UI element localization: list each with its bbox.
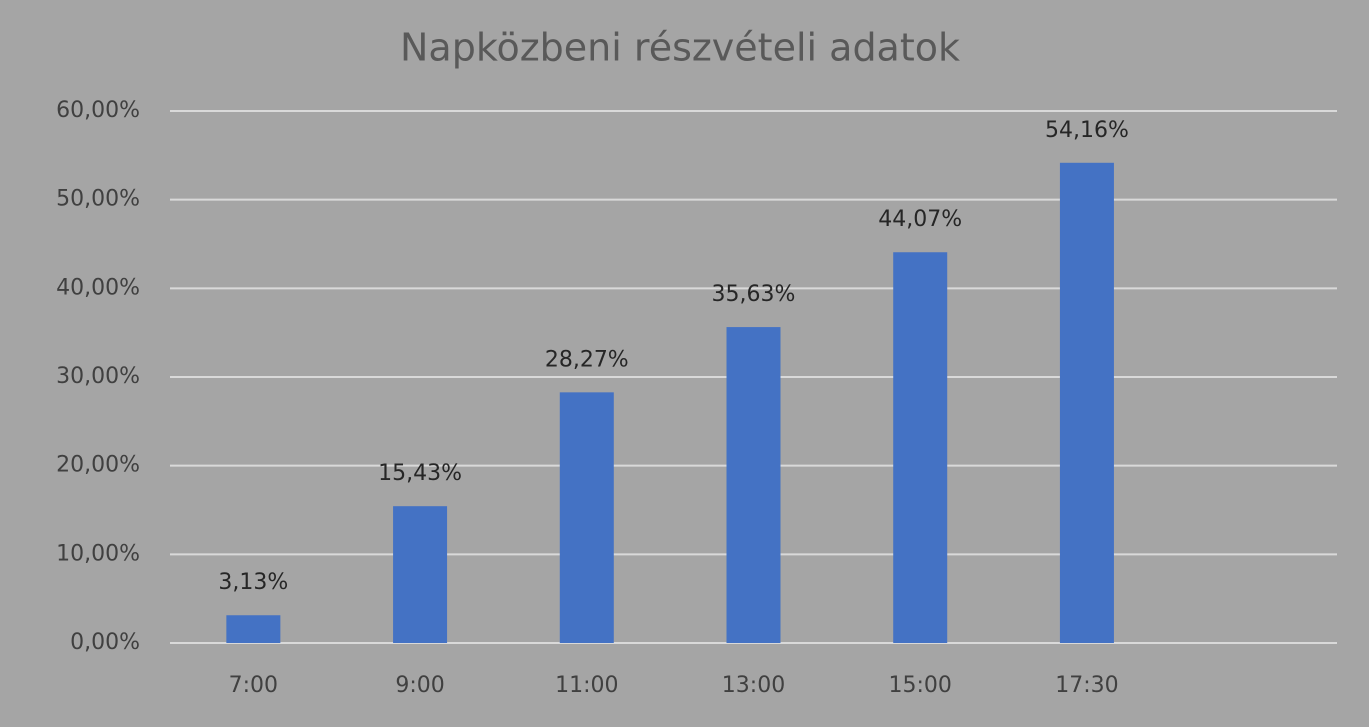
y-tick-label: 10,00% [56,541,140,566]
y-tick-label: 50,00% [56,187,140,212]
x-tick-label: 17:30 [1055,673,1118,698]
x-tick-label: 11:00 [555,673,618,698]
bar [559,392,614,643]
y-tick-label: 60,00% [56,98,140,123]
y-tick-label: 20,00% [56,453,140,478]
data-label: 54,16% [1045,118,1129,143]
x-tick-label: 7:00 [229,673,278,698]
y-tick-label: 0,00% [70,630,140,655]
bar [893,252,948,643]
bar [226,615,281,643]
data-label: 15,43% [378,461,462,486]
x-tick-label: 15:00 [889,673,952,698]
bar [1059,162,1114,644]
x-tick-label: 13:00 [722,673,785,698]
bar [393,506,448,643]
data-label: 35,63% [712,282,796,307]
x-tick-label: 9:00 [395,673,444,698]
chart-title: Napközbeni részvételi adatok [400,26,960,70]
data-label: 28,27% [545,347,629,372]
data-label: 3,13% [218,570,288,595]
data-label: 44,07% [878,207,962,232]
bar [726,327,781,643]
y-tick-label: 30,00% [56,364,140,389]
y-tick-label: 40,00% [56,275,140,300]
